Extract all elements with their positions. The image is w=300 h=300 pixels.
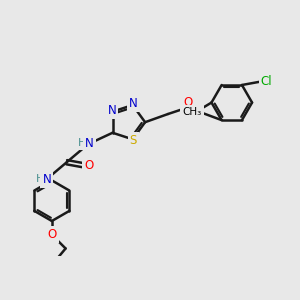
Text: H: H (78, 138, 87, 148)
Text: O: O (47, 228, 56, 241)
Text: Cl: Cl (261, 75, 272, 88)
Text: N: N (107, 104, 116, 117)
Text: N: N (42, 173, 51, 186)
Text: N: N (129, 97, 138, 110)
Text: S: S (130, 134, 137, 147)
Text: N: N (85, 137, 94, 150)
Text: H: H (36, 174, 44, 184)
Text: O: O (84, 159, 93, 172)
Text: CH₃: CH₃ (182, 107, 202, 117)
Text: O: O (183, 96, 192, 109)
